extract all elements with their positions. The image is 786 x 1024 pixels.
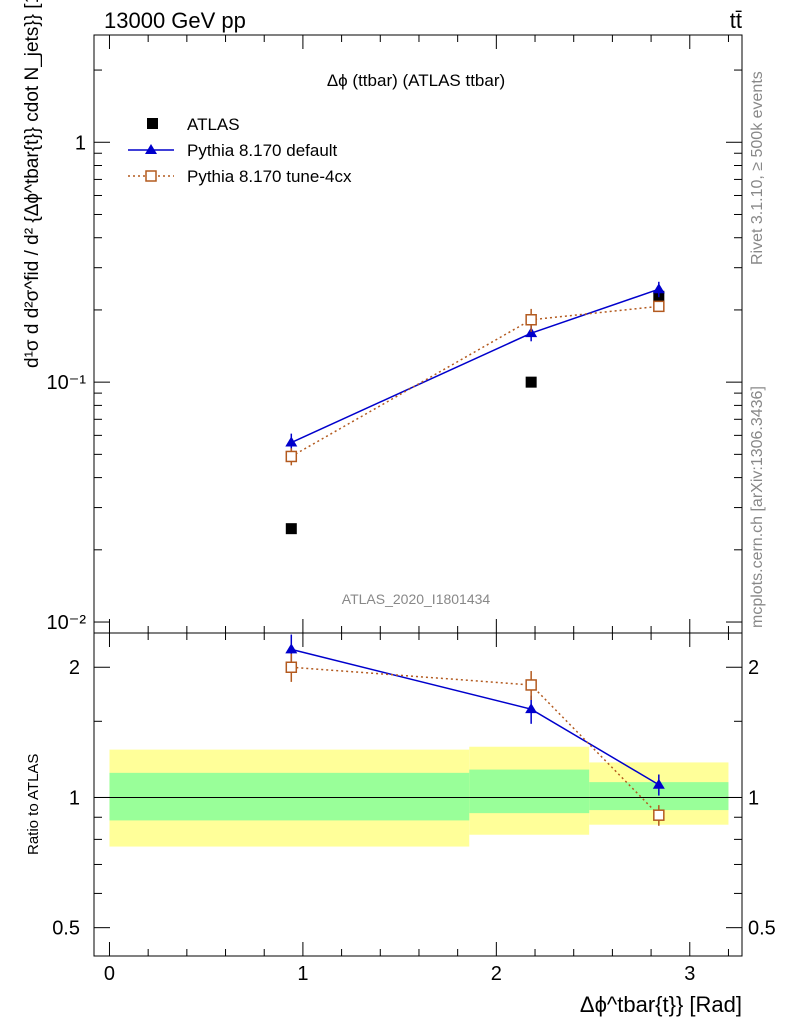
- ratio-y-tick-label-right: 0.5: [748, 918, 776, 940]
- ratio-series-1-point: [525, 679, 537, 691]
- analysis-watermark: ATLAS_2020_I1801434: [342, 591, 491, 607]
- ratio-y-tick-label: 1: [69, 787, 80, 809]
- main-series-1-point: [652, 283, 665, 294]
- main-y-tick-label: 10⁻²: [47, 612, 87, 634]
- main-y-tick-label: 1: [75, 132, 86, 154]
- ratio-series-1-point: [653, 809, 665, 821]
- ratio-series-0-point: [652, 778, 665, 789]
- main-series-1-point: [525, 327, 538, 338]
- legend-atlas-label: ATLAS: [187, 115, 240, 134]
- x-tick-label: 2: [491, 963, 502, 985]
- plot-content: 0 1 2 3 1 10⁻¹ 10⁻² 2 2 1 1 0.5 0.5: [47, 35, 776, 985]
- legend-tune-marker: [145, 170, 157, 182]
- main-series-2-point: [653, 300, 665, 313]
- rivet-version-label: Rivet 3.1.10, ≥ 500k events: [749, 71, 766, 265]
- ratio-y-axis-label: Ratio to ATLAS: [25, 754, 42, 855]
- main-series-2-point: [285, 450, 298, 463]
- x-axis-label: Δϕ^tbar{t}} [Rad]: [580, 992, 742, 1017]
- main-y-axis-label: d¹σ d d²σ^fid / d² {Δϕ^tbar{t}} cdot N_j…: [22, 0, 43, 368]
- ratio-plot-frame: [93, 632, 743, 957]
- main-series-0-point: [285, 523, 297, 535]
- legend-default-label: Pythia 8.170 default: [187, 141, 338, 160]
- main-y-tick-label: 10⁻¹: [47, 372, 87, 394]
- legend-tune-label: Pythia 8.170 tune-4cx: [187, 167, 352, 186]
- main-series-1-point: [285, 436, 298, 447]
- uncertainty-band-green: [109, 772, 470, 821]
- ratio-series-1-point: [285, 661, 298, 673]
- main-series-2-line: [290, 305, 659, 458]
- legend: ATLAS Pythia 8.170 default Pythia 8.170 …: [128, 115, 352, 186]
- header-left: 13000 GeV pp: [104, 8, 246, 33]
- ratio-y-tick-label: 0.5: [52, 918, 80, 940]
- main-plot-title: Δϕ (ttbar) (ATLAS ttbar): [327, 71, 505, 90]
- ratio-y-tick-label-right: 2: [748, 657, 759, 679]
- legend-default-marker: [145, 144, 157, 154]
- ratio-y-tick-label: 2: [69, 657, 80, 679]
- ratio-y-tick-label-right: 1: [748, 787, 759, 809]
- mcplots-label: mcplots.cern.ch [arXiv:1306.3436]: [749, 386, 766, 628]
- x-tick-label: 0: [104, 963, 115, 985]
- x-tick-label: 3: [684, 963, 695, 985]
- main-series-1-line: [290, 288, 660, 444]
- main-series-0-point: [525, 376, 537, 388]
- ratio-series-0-point: [285, 643, 298, 654]
- uncertainty-band-green: [469, 769, 590, 814]
- x-tick-label: 1: [297, 963, 308, 985]
- header-right: tt̄: [730, 8, 742, 33]
- ratio-series-0-point: [525, 703, 538, 714]
- main-series-2-point: [525, 314, 537, 326]
- legend-atlas-marker: [147, 118, 158, 129]
